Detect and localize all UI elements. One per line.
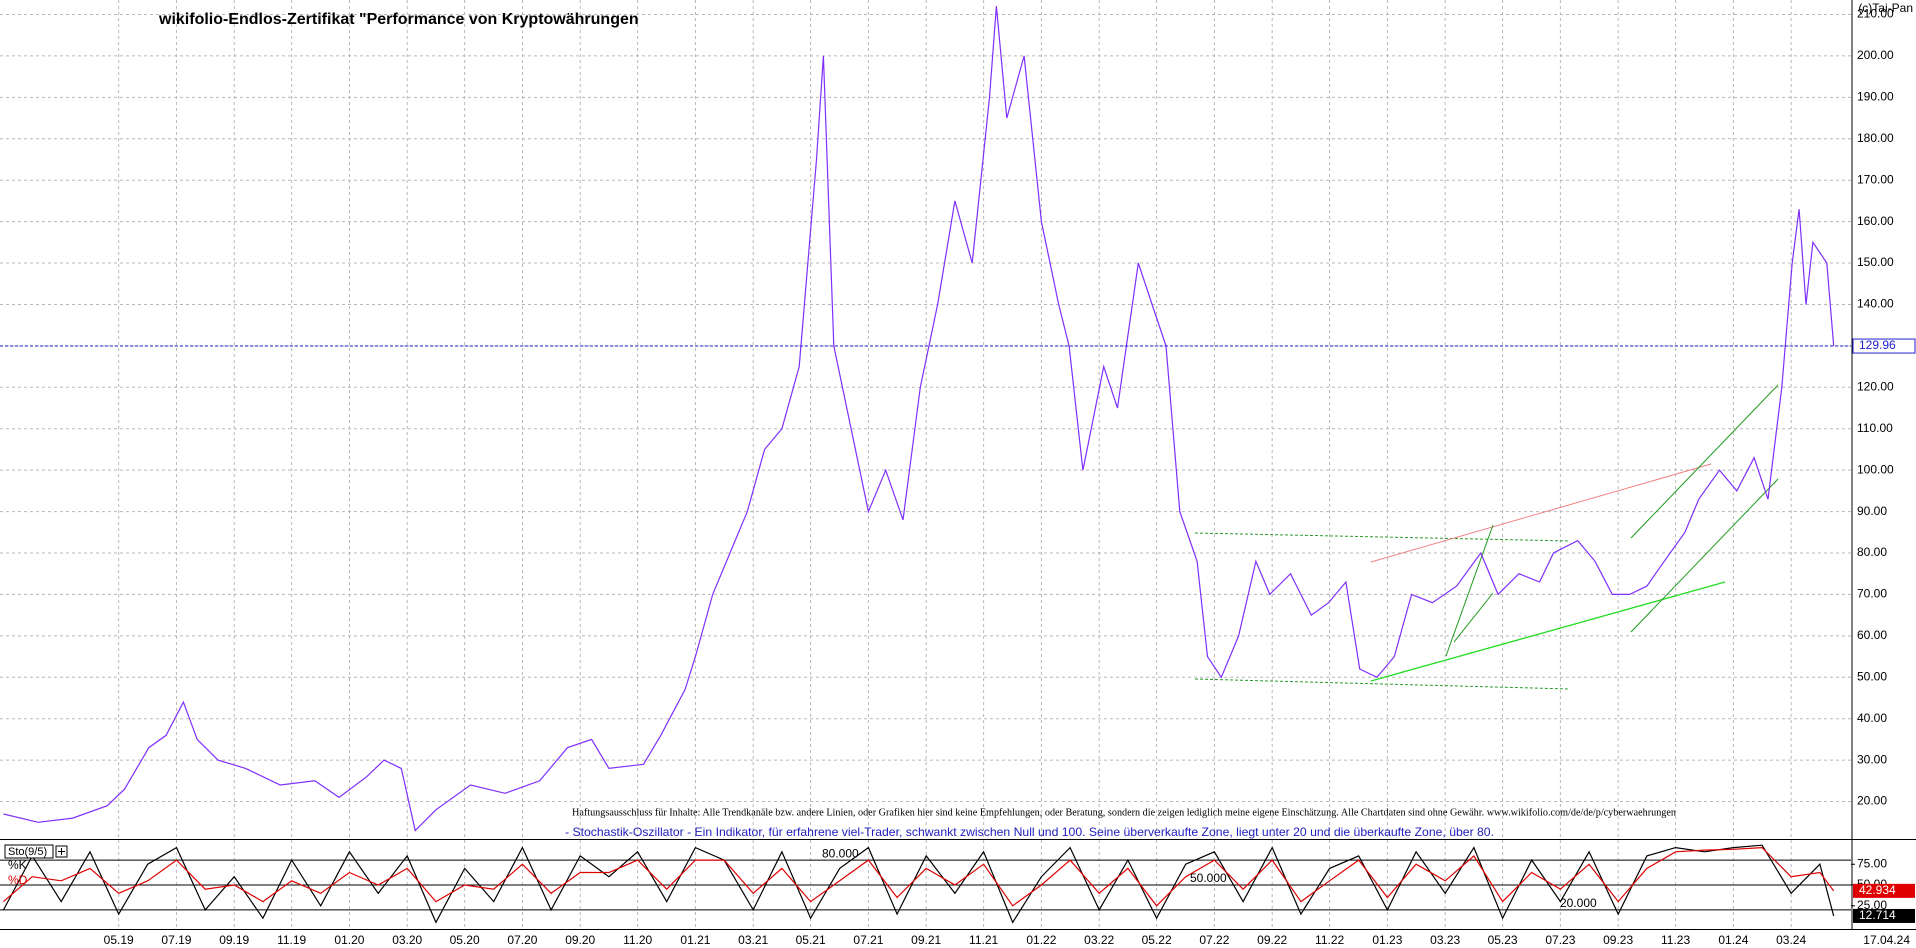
y-tick-label: 200.00 (1857, 48, 1894, 62)
last-value-box (1853, 908, 1915, 923)
x-tick-label: 07.22 (1199, 933, 1229, 947)
y-tick-label: 30.00 (1857, 752, 1887, 766)
trend-line (1370, 581, 1726, 682)
x-tick-label: 11.19 (277, 933, 306, 947)
x-tick-label: 09.23 (1603, 933, 1633, 947)
y-tick-label: 160.00 (1857, 214, 1894, 228)
x-tick-label: 07.23 (1545, 933, 1575, 947)
disclaimer: Haftungsausschluss für Inhalte: Alle Tre… (572, 807, 1676, 819)
chart-title: wikifolio-Endlos-Zertifikat "Performance… (158, 11, 639, 28)
x-tick-label: 05.22 (1142, 933, 1172, 947)
x-tick-label: 11.21 (969, 933, 998, 947)
level-label: 80.000 (822, 846, 859, 860)
trend-line (1370, 463, 1712, 563)
x-tick-label: 11.20 (623, 933, 652, 947)
y-tick-label: 25.00 (1857, 898, 1887, 912)
y-tick-label: 120.00 (1857, 379, 1894, 393)
indicator-description: - Stochastik-Oszillator - Ein Indikator,… (565, 825, 1494, 839)
trend-line (1194, 678, 1571, 690)
y-tick-label: 75.00 (1857, 856, 1887, 870)
x-tick-label: 05.21 (796, 933, 826, 947)
level-label: 50.000 (1190, 871, 1227, 885)
legend-label: %K (8, 858, 27, 872)
y-tick-label: 40.00 (1857, 711, 1887, 725)
x-tick-label: 03.22 (1084, 933, 1114, 947)
y-tick-label: 60.00 (1857, 628, 1887, 642)
x-tick-label: 01.23 (1372, 933, 1402, 947)
x-tick-label: 11.22 (1315, 933, 1344, 947)
y-tick-label: 140.00 (1857, 297, 1894, 311)
last-value-label: 129.96 (1859, 338, 1896, 352)
trend-line (1194, 532, 1571, 542)
trend-line (1445, 524, 1494, 657)
trend-line (1630, 478, 1779, 633)
x-tick-label: 01.20 (334, 933, 364, 947)
x-tick-label: 09.19 (219, 933, 249, 947)
data-line (3, 6, 1835, 832)
y-tick-label: 90.00 (1857, 504, 1887, 518)
trend-lines (1194, 384, 1779, 690)
y-tick-label: 150.00 (1857, 255, 1894, 269)
x-tick-label: 05.19 (104, 933, 134, 947)
last-value-box (1852, 338, 1916, 354)
x-tick-label: 09.22 (1257, 933, 1287, 947)
x-tick-label: 09.20 (565, 933, 595, 947)
last-value-label: 12.714 (1859, 908, 1896, 922)
y-tick-label: 50.00 (1857, 669, 1887, 683)
x-tick-label: 03.20 (392, 933, 422, 947)
legend-label: %D (8, 873, 28, 887)
y-tick-label: 110.00 (1857, 421, 1893, 435)
data-line (3, 846, 1835, 907)
y-tick-label: 180.00 (1857, 131, 1894, 145)
x-tick-label: 01.22 (1026, 933, 1056, 947)
x-tick-label: 01.24 (1718, 933, 1748, 947)
last-value-box (1853, 883, 1915, 898)
x-tick-label: 07.19 (161, 933, 191, 947)
x-tick-label: 07.21 (853, 933, 883, 947)
credit: (c)Tai-Pan (1858, 1, 1913, 15)
x-tick-label: 11.23 (1661, 933, 1690, 947)
x-tick-label: 03.21 (738, 933, 768, 947)
level-label: 20.000 (1560, 896, 1597, 910)
x-tick-label: 05.23 (1488, 933, 1518, 947)
x-tick-label: 09.21 (911, 933, 941, 947)
y-tick-label: 20.00 (1857, 794, 1887, 808)
x-tick-label: 01.21 (680, 933, 710, 947)
y-tick-label: 210.00 (1857, 7, 1894, 21)
data-line (2, 844, 1835, 924)
trend-line (1630, 384, 1779, 539)
x-tick-label: 07.20 (507, 933, 537, 947)
x-tick-label: 03.24 (1776, 933, 1806, 947)
y-tick-label: 80.00 (1857, 545, 1887, 559)
legend-button-icon (58, 848, 65, 855)
indicator-title: Sto(9/5) (8, 846, 47, 858)
trend-line (1453, 592, 1494, 643)
last-value-label: 42.934 (1859, 883, 1896, 897)
y-tick-label: 190.00 (1857, 90, 1894, 104)
y-tick-label: 70.00 (1857, 587, 1887, 601)
legend-box (4, 844, 54, 859)
x-tick-label: 03.23 (1430, 933, 1460, 947)
y-tick-label: 170.00 (1857, 172, 1894, 186)
y-tick-label: 100.00 (1857, 462, 1894, 476)
x-tick-label: 05.20 (450, 933, 480, 947)
date-label: 17.04.24 (1863, 933, 1910, 947)
